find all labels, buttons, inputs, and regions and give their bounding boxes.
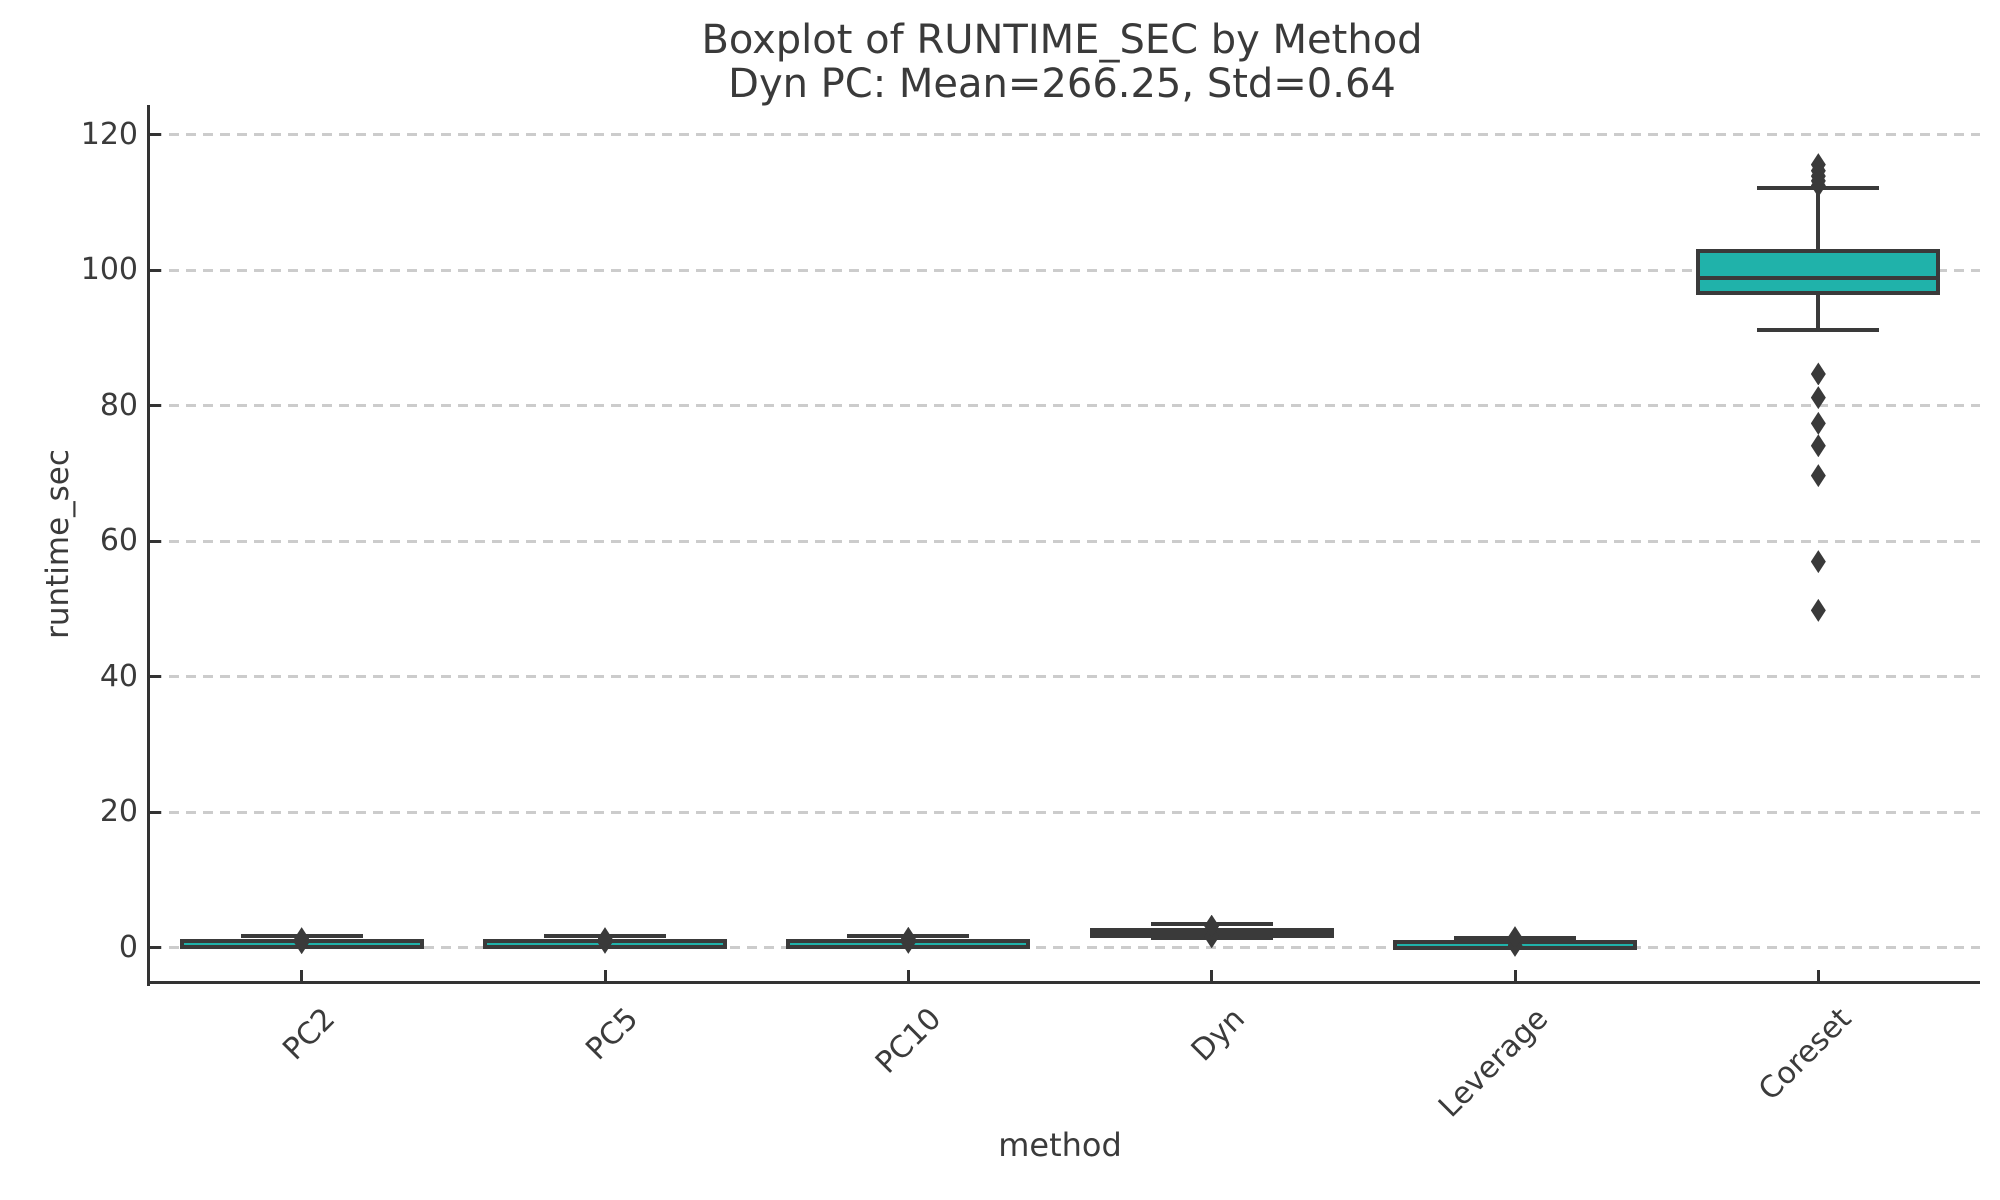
outlier-point-PC10-1 — [900, 926, 916, 950]
outlier-point-Coreset-8 — [1810, 434, 1826, 458]
x-tick-PC2 — [300, 970, 304, 981]
x-tick-Leverage — [1513, 970, 1517, 981]
outlier-point-Dyn-1 — [1204, 914, 1220, 938]
chart-title-block: Boxplot of RUNTIME_SEC by Method Dyn PC:… — [701, 18, 1422, 106]
y-tick-0 — [150, 946, 161, 950]
gridline-y-80 — [152, 404, 1980, 408]
y-tick-label-60: 60 — [99, 523, 138, 559]
y-tick-60 — [150, 539, 161, 543]
chart-title: Boxplot of RUNTIME_SEC by Method — [701, 17, 1423, 63]
y-tick-label-100: 100 — [80, 252, 138, 288]
x-tick-PC5 — [603, 970, 607, 981]
gridline-y-60 — [152, 539, 1980, 543]
gridline-y-100 — [152, 268, 1980, 272]
outlier-point-Coreset-4 — [1810, 174, 1826, 198]
whisker-upper-Coreset — [1816, 188, 1821, 249]
gridline-y-20 — [152, 810, 1980, 814]
outlier-point-PC2-1 — [294, 927, 310, 951]
gridline-y-120 — [152, 133, 1980, 137]
whisker-lower-Coreset — [1816, 294, 1821, 330]
y-tick-label-40: 40 — [99, 658, 138, 694]
outlier-point-Leverage-1 — [1507, 926, 1523, 950]
x-tick-label-Dyn: Dyn — [1184, 1001, 1252, 1069]
outlier-point-Coreset-9 — [1810, 464, 1826, 488]
y-axis-label: runtime_sec — [40, 449, 76, 639]
outlier-point-Coreset-6 — [1810, 386, 1826, 410]
x-axis-label: method — [998, 1126, 1122, 1164]
box-Coreset — [1696, 248, 1941, 295]
x-tick-Dyn — [1210, 970, 1214, 981]
x-tick-Coreset — [1816, 970, 1820, 981]
gridline-y-40 — [152, 675, 1980, 679]
outlier-point-Coreset-11 — [1810, 598, 1826, 622]
outlier-point-PC5-1 — [597, 927, 613, 951]
y-tick-label-20: 20 — [99, 794, 138, 830]
outlier-point-Coreset-5 — [1810, 362, 1826, 386]
y-tick-label-120: 120 — [80, 116, 138, 152]
x-tick-label-Coreset: Coreset — [1752, 1001, 1859, 1108]
x-tick-label-PC10: PC10 — [869, 1001, 949, 1081]
y-tick-100 — [150, 268, 161, 272]
chart-subtitle: Dyn PC: Mean=266.25, Std=0.64 — [728, 61, 1396, 107]
outlier-point-Coreset-10 — [1810, 550, 1826, 574]
y-tick-20 — [150, 810, 161, 814]
x-tick-label-Leverage: Leverage — [1431, 1001, 1556, 1125]
whisker-cap-lower-Coreset — [1757, 327, 1880, 332]
y-tick-40 — [150, 675, 161, 679]
x-tick-label-PC5: PC5 — [579, 1001, 646, 1068]
x-tick-PC10 — [906, 970, 910, 981]
y-axis-spine — [147, 105, 150, 986]
y-tick-label-80: 80 — [99, 387, 138, 423]
y-tick-80 — [150, 404, 161, 408]
outlier-point-Coreset-7 — [1810, 411, 1826, 435]
x-axis-spine — [147, 981, 1980, 984]
gridline-y-0 — [152, 946, 1980, 950]
median-line-Coreset — [1696, 276, 1941, 281]
x-tick-label-PC2: PC2 — [275, 1001, 342, 1068]
y-tick-120 — [150, 133, 161, 137]
y-tick-label-0: 0 — [118, 929, 138, 965]
